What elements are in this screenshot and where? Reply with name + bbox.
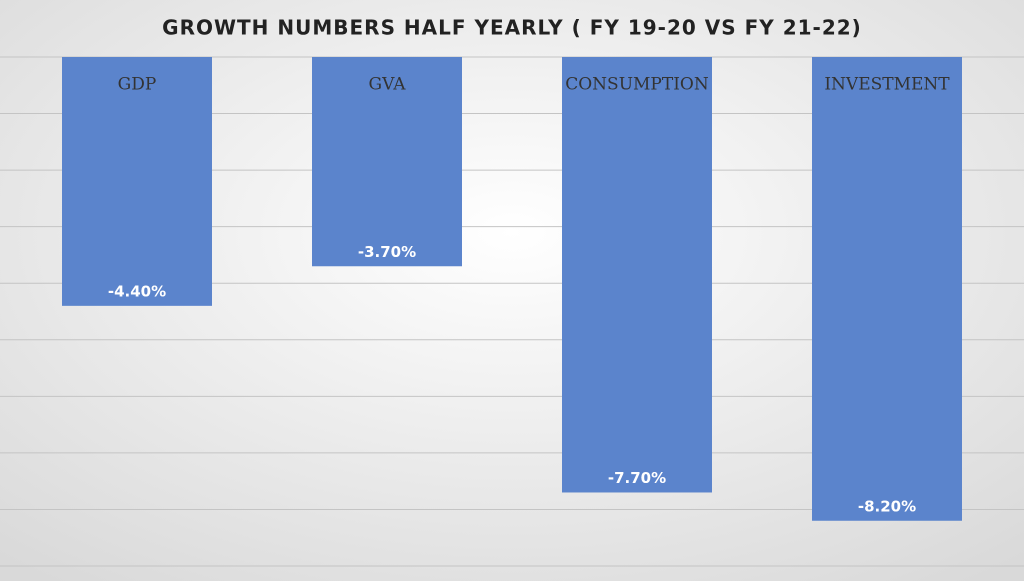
category-label: GVA (369, 75, 407, 95)
category-label: INVESTMENT (824, 75, 950, 95)
bar (812, 57, 962, 521)
data-label: -4.40% (108, 282, 166, 300)
category-label: GDP (118, 75, 157, 95)
data-label: -7.70% (608, 469, 666, 487)
chart-title: GROWTH NUMBERS HALF YEARLY ( FY 19-20 VS… (162, 16, 862, 40)
data-label: -8.20% (858, 497, 916, 515)
data-label: -3.70% (358, 243, 416, 261)
bar (62, 57, 212, 306)
category-label: CONSUMPTION (565, 75, 709, 95)
bar (562, 57, 712, 493)
bar (312, 57, 462, 267)
